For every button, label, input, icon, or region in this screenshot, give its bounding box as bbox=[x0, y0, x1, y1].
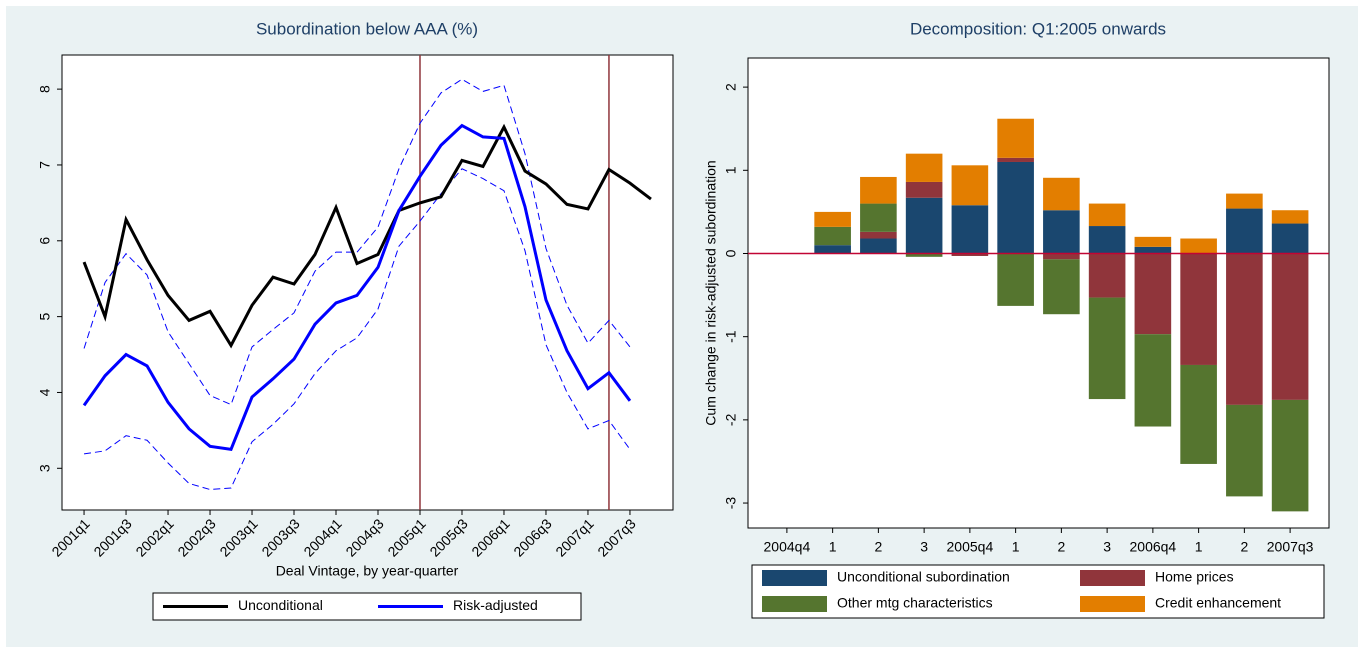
bar-segment bbox=[1271, 210, 1309, 224]
bar-segment bbox=[997, 118, 1034, 158]
legend-label: Unconditional subordination bbox=[837, 569, 1010, 585]
series-line bbox=[82, 123, 632, 451]
bar-segment bbox=[1134, 236, 1172, 247]
confidence-band bbox=[83, 78, 631, 406]
bar-segment bbox=[951, 165, 989, 206]
y-tick-label: -2 bbox=[723, 413, 739, 426]
y-tick-label: 6 bbox=[37, 237, 53, 245]
y-tick-label: 2 bbox=[723, 83, 739, 91]
x-tick-label: 2005q4 bbox=[947, 539, 994, 555]
y-tick-label: 3 bbox=[37, 464, 53, 472]
chart-title: Subordination below AAA (%) bbox=[256, 19, 478, 38]
y-tick-label: -3 bbox=[723, 497, 739, 510]
legend bbox=[751, 564, 1325, 619]
legend-swatch bbox=[1080, 596, 1145, 612]
bar-segment bbox=[905, 153, 943, 182]
bar-segment bbox=[1043, 253, 1080, 260]
bar-segment bbox=[1271, 253, 1309, 400]
legend-label: Home prices bbox=[1155, 569, 1234, 585]
bar-segment bbox=[905, 181, 943, 198]
bar-segment bbox=[1088, 297, 1126, 400]
legend-label: Unconditional bbox=[238, 597, 323, 613]
bar-segment bbox=[1134, 253, 1172, 335]
y-axis-title: Cum change in risk-adjusted subordinatio… bbox=[703, 160, 719, 425]
x-axis-title: Deal Vintage, by year-quarter bbox=[276, 563, 459, 579]
bar-segment bbox=[860, 231, 897, 239]
x-tick-label: 2006q4 bbox=[1130, 539, 1177, 555]
bar-segment bbox=[905, 197, 943, 254]
bar-segment bbox=[814, 211, 851, 227]
x-tick-label: 2 bbox=[1240, 539, 1248, 555]
bar-segment bbox=[1134, 334, 1172, 427]
confidence-band bbox=[83, 168, 631, 491]
bar-segment bbox=[1226, 404, 1263, 497]
legend-swatch bbox=[762, 596, 827, 612]
bar-segment bbox=[1226, 193, 1263, 209]
bar-segment bbox=[860, 238, 897, 254]
bar-segment bbox=[997, 253, 1034, 306]
bar-segment bbox=[1088, 203, 1126, 227]
y-tick-label: 8 bbox=[37, 85, 53, 93]
x-tick-label: 1 bbox=[829, 539, 837, 555]
legend-swatch bbox=[762, 570, 827, 586]
legend-label: Credit enhancement bbox=[1155, 595, 1281, 611]
bar-segment bbox=[814, 226, 851, 246]
bar-segment bbox=[1088, 226, 1126, 254]
bar-segment bbox=[814, 245, 851, 254]
bar-segment bbox=[997, 157, 1034, 162]
bar-segment bbox=[1043, 259, 1080, 315]
bar-segment bbox=[1088, 253, 1126, 298]
bar-segment bbox=[951, 253, 989, 256]
y-tick-label: -1 bbox=[723, 330, 739, 343]
bar-segment bbox=[1180, 253, 1217, 365]
bar-segment bbox=[997, 161, 1034, 254]
y-tick-label: 7 bbox=[37, 161, 53, 169]
y-tick-label: 4 bbox=[37, 388, 53, 396]
legend-swatch bbox=[1080, 570, 1145, 586]
bar-segment bbox=[1271, 223, 1309, 254]
bar-segment bbox=[1043, 210, 1080, 254]
bar-segment bbox=[951, 205, 989, 254]
bar-segment bbox=[860, 203, 897, 232]
x-tick-label: 2004q4 bbox=[764, 539, 811, 555]
series-line bbox=[82, 123, 652, 349]
bar-segment bbox=[860, 176, 897, 204]
bar-segment bbox=[905, 253, 943, 257]
bar-segment bbox=[1226, 208, 1263, 254]
x-tick-label: 1 bbox=[1195, 539, 1203, 555]
bar-segment bbox=[1134, 246, 1172, 254]
x-tick-label: 2 bbox=[1057, 539, 1065, 555]
x-tick-label: 3 bbox=[920, 539, 928, 555]
y-tick-label: 5 bbox=[37, 313, 53, 321]
x-tick-label: 2 bbox=[874, 539, 882, 555]
bar-segment bbox=[1043, 177, 1080, 211]
legend-label: Other mtg characteristics bbox=[837, 595, 993, 611]
bar-segment bbox=[1226, 253, 1263, 405]
legend-label: Risk-adjusted bbox=[453, 597, 538, 613]
bar-segment bbox=[1271, 399, 1309, 512]
x-tick-label: 3 bbox=[1103, 539, 1111, 555]
y-tick-label: 1 bbox=[723, 166, 739, 174]
x-tick-label: 1 bbox=[1012, 539, 1020, 555]
x-tick-label: 2007q3 bbox=[1267, 539, 1314, 555]
chart-title: Decomposition: Q1:2005 onwards bbox=[910, 19, 1166, 38]
y-tick-label: 0 bbox=[723, 249, 739, 257]
bar-segment bbox=[1180, 364, 1217, 464]
bar-segment bbox=[1180, 238, 1217, 254]
